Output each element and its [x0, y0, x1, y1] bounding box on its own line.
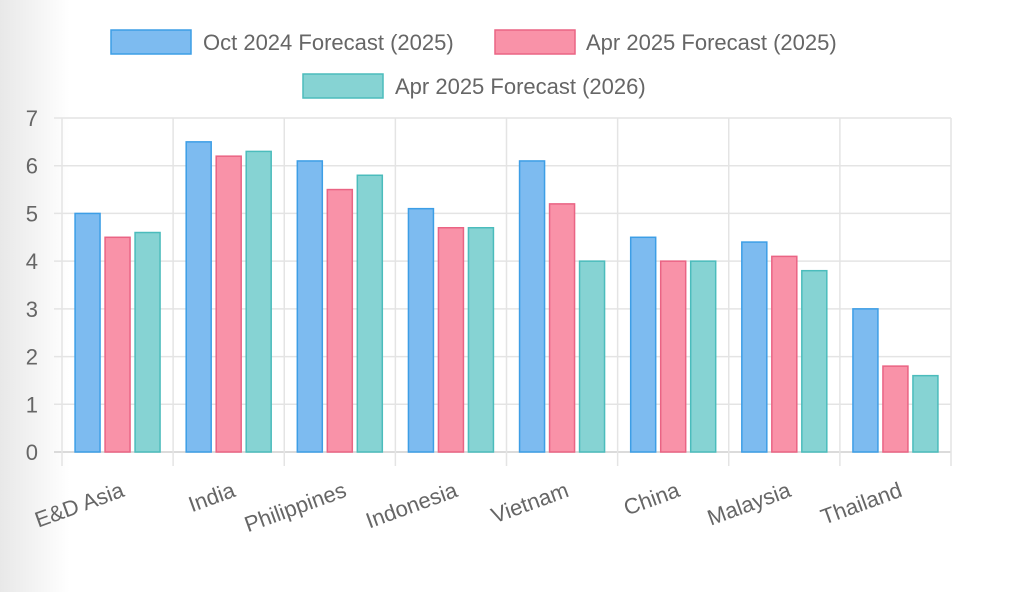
- x-tick-label: Philippines: [241, 477, 350, 537]
- bar: [689, 260, 717, 453]
- bar: [74, 212, 101, 453]
- x-tick-label: Vietnam: [488, 477, 572, 528]
- bars: [74, 141, 939, 453]
- bar: [741, 241, 768, 453]
- legend-label[interactable]: Apr 2025 Forecast (2026): [395, 74, 646, 99]
- y-tick-label: 6: [26, 154, 38, 179]
- bar: [356, 174, 384, 453]
- legend-swatch[interactable]: [302, 73, 384, 99]
- bar: [467, 226, 495, 453]
- y-tick-label: 0: [26, 440, 38, 465]
- legend-label[interactable]: Apr 2025 Forecast (2025): [586, 30, 837, 55]
- bar: [578, 260, 606, 453]
- y-tick-label: 2: [26, 345, 38, 370]
- y-tick-label: 5: [26, 201, 38, 226]
- x-axis-labels: E&D Asia India Philippines Indonesia Vietnam…: [31, 477, 905, 537]
- x-tick-label: India: [185, 477, 239, 517]
- bar: [629, 236, 657, 453]
- bar: [548, 203, 576, 453]
- legend-label[interactable]: Oct 2024 Forecast (2025): [203, 30, 454, 55]
- bar: [912, 374, 939, 453]
- x-tick-label: Malaysia: [704, 477, 795, 530]
- bar: [801, 269, 828, 453]
- bar: [518, 160, 546, 453]
- y-tick-label: 3: [26, 297, 38, 322]
- bar: [104, 236, 131, 453]
- bar: [134, 231, 161, 453]
- bar: [407, 207, 435, 453]
- bar: [215, 155, 242, 453]
- y-tick-label: 4: [26, 249, 38, 274]
- bar: [659, 260, 687, 453]
- bar: [852, 308, 879, 453]
- legend-swatch[interactable]: [110, 29, 192, 55]
- x-tick-label: Thailand: [817, 477, 905, 529]
- x-tick-label: E&D Asia: [31, 477, 128, 533]
- y-tick-label: 7: [26, 106, 38, 131]
- x-tick-label: China: [620, 477, 683, 520]
- bar: [326, 188, 354, 453]
- bar: [771, 255, 798, 453]
- x-tick-label: Indonesia: [362, 477, 461, 533]
- y-axis: 0 1 2 3 4 5 6 7: [26, 106, 38, 465]
- legend-swatch[interactable]: [494, 29, 576, 55]
- legend: Oct 2024 Forecast (2025) Apr 2025 Forecas…: [110, 29, 837, 99]
- bar: [185, 141, 212, 453]
- bar: [245, 150, 272, 453]
- bar: [437, 226, 465, 453]
- bar: [296, 160, 324, 453]
- bar: [882, 365, 909, 453]
- y-tick-label: 1: [26, 392, 38, 417]
